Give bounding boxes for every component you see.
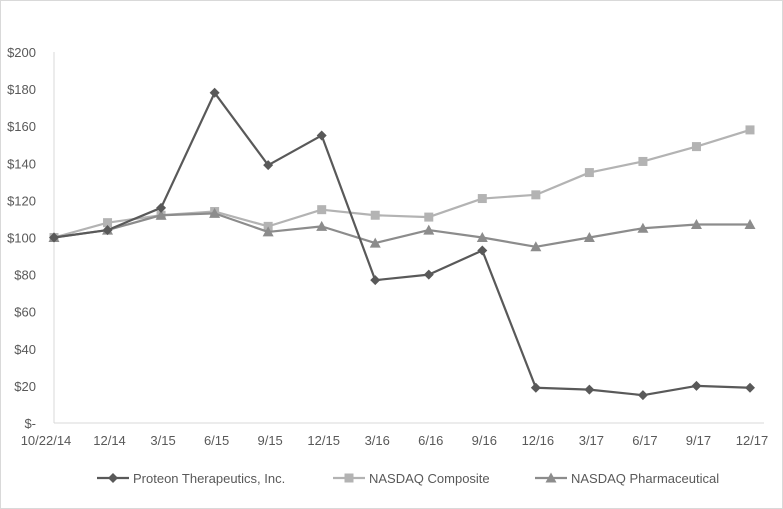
data-point-triangle [209, 207, 221, 218]
y-tick-label: $200 [7, 45, 36, 60]
y-tick-label: $180 [7, 82, 36, 97]
x-tick-label: 3/15 [150, 433, 175, 448]
data-point-square [424, 212, 434, 222]
data-point-square [745, 125, 755, 135]
data-point-square [638, 156, 648, 166]
data-point-triangle [637, 222, 649, 233]
data-point-diamond [691, 380, 702, 391]
data-point-diamond [102, 225, 113, 236]
x-tick-label: 12/17 [736, 433, 769, 448]
data-point-diamond [49, 232, 59, 243]
y-tick-label: $80 [14, 268, 36, 283]
legend-label: Proteon Therapeutics, Inc. [133, 471, 285, 486]
data-point-diamond [316, 130, 327, 141]
data-point-diamond [370, 275, 381, 286]
x-tick-label: 6/15 [204, 433, 229, 448]
data-point-triangle [744, 219, 756, 230]
series-line-1 [53, 128, 751, 239]
x-tick-label: 12/14 [93, 433, 126, 448]
data-point-triangle [690, 219, 702, 230]
x-tick-label: 9/17 [686, 433, 711, 448]
x-tick-label: 12/15 [307, 433, 340, 448]
data-point-triangle [423, 224, 435, 235]
data-point-square [477, 194, 487, 204]
data-point-diamond [584, 384, 595, 395]
data-point-triangle [155, 209, 167, 220]
data-point-diamond [530, 382, 541, 393]
series-line-0 [53, 91, 751, 397]
y-tick-label: $120 [7, 193, 36, 208]
data-point-square [691, 142, 701, 152]
data-point-square [370, 210, 380, 220]
data-point-diamond [423, 269, 434, 280]
data-point-triangle [530, 241, 542, 252]
y-tick-label: $160 [7, 119, 36, 134]
data-point-triangle [316, 220, 328, 231]
y-tick-label: $20 [14, 379, 36, 394]
legend-square-icon [344, 473, 354, 483]
x-tick-label: 6/16 [418, 433, 443, 448]
x-tick-label: 9/15 [257, 433, 282, 448]
data-point-triangle [369, 237, 381, 248]
x-tick-label: 6/17 [632, 433, 657, 448]
series-line-2 [53, 212, 750, 248]
y-tick-label: $40 [14, 342, 36, 357]
data-point-square [531, 190, 541, 200]
y-tick-label: $60 [14, 305, 36, 320]
x-tick-label: 3/16 [365, 433, 390, 448]
data-point-diamond [156, 202, 167, 213]
y-tick-label: $140 [7, 156, 36, 171]
data-point-square [103, 218, 113, 228]
legend-diamond-icon [108, 473, 118, 483]
y-tick-label: $100 [7, 231, 36, 246]
legend-label: NASDAQ Pharmaceutical [571, 471, 719, 486]
x-tick-label: 10/22/14 [21, 433, 72, 448]
data-point-diamond [209, 87, 220, 98]
data-point-triangle [262, 226, 274, 237]
data-point-triangle [583, 232, 595, 242]
data-point-square [263, 221, 273, 231]
data-point-diamond [263, 160, 274, 171]
x-tick-label: 9/16 [472, 433, 497, 448]
legend-triangle-icon [545, 472, 557, 483]
data-point-square [317, 205, 327, 215]
legend-label: NASDAQ Composite [369, 471, 490, 486]
y-tick-label: $- [24, 416, 36, 431]
data-point-diamond [745, 382, 755, 393]
data-point-triangle [476, 232, 488, 242]
data-point-diamond [477, 245, 488, 256]
x-tick-label: 12/16 [522, 433, 555, 448]
data-point-square [584, 168, 594, 178]
data-point-diamond [637, 390, 648, 401]
x-tick-label: 3/17 [579, 433, 604, 448]
